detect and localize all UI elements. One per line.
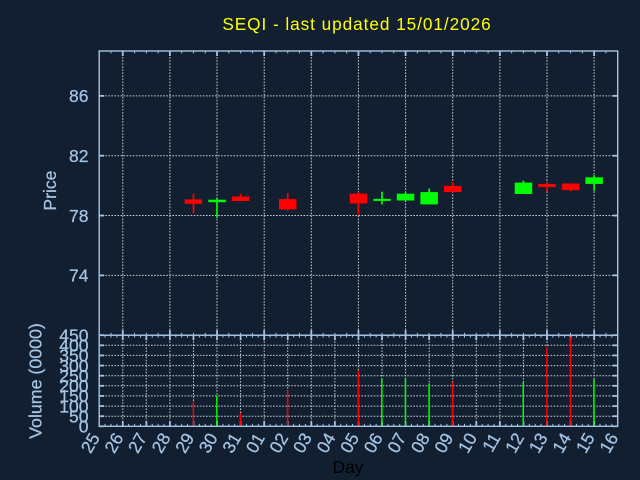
svg-text:82: 82	[69, 146, 88, 166]
svg-text:100: 100	[59, 396, 88, 416]
svg-text:86: 86	[69, 86, 88, 106]
svg-text:50: 50	[69, 407, 89, 427]
svg-text:250: 250	[59, 366, 88, 386]
svg-text:SEQI - last updated 15/01/2026: SEQI - last updated 15/01/2026	[222, 14, 491, 34]
svg-text:74: 74	[69, 266, 89, 286]
svg-text:78: 78	[69, 206, 88, 226]
svg-text:300: 300	[59, 356, 88, 376]
svg-text:350: 350	[59, 346, 88, 366]
svg-text:0: 0	[79, 417, 89, 437]
svg-text:Volume (0000): Volume (0000)	[26, 323, 46, 439]
svg-text:Day: Day	[332, 457, 363, 477]
svg-text:150: 150	[59, 386, 88, 406]
svg-text:400: 400	[59, 336, 88, 356]
svg-text:200: 200	[59, 376, 88, 396]
svg-text:Price: Price	[40, 171, 60, 211]
svg-text:450: 450	[59, 326, 88, 346]
